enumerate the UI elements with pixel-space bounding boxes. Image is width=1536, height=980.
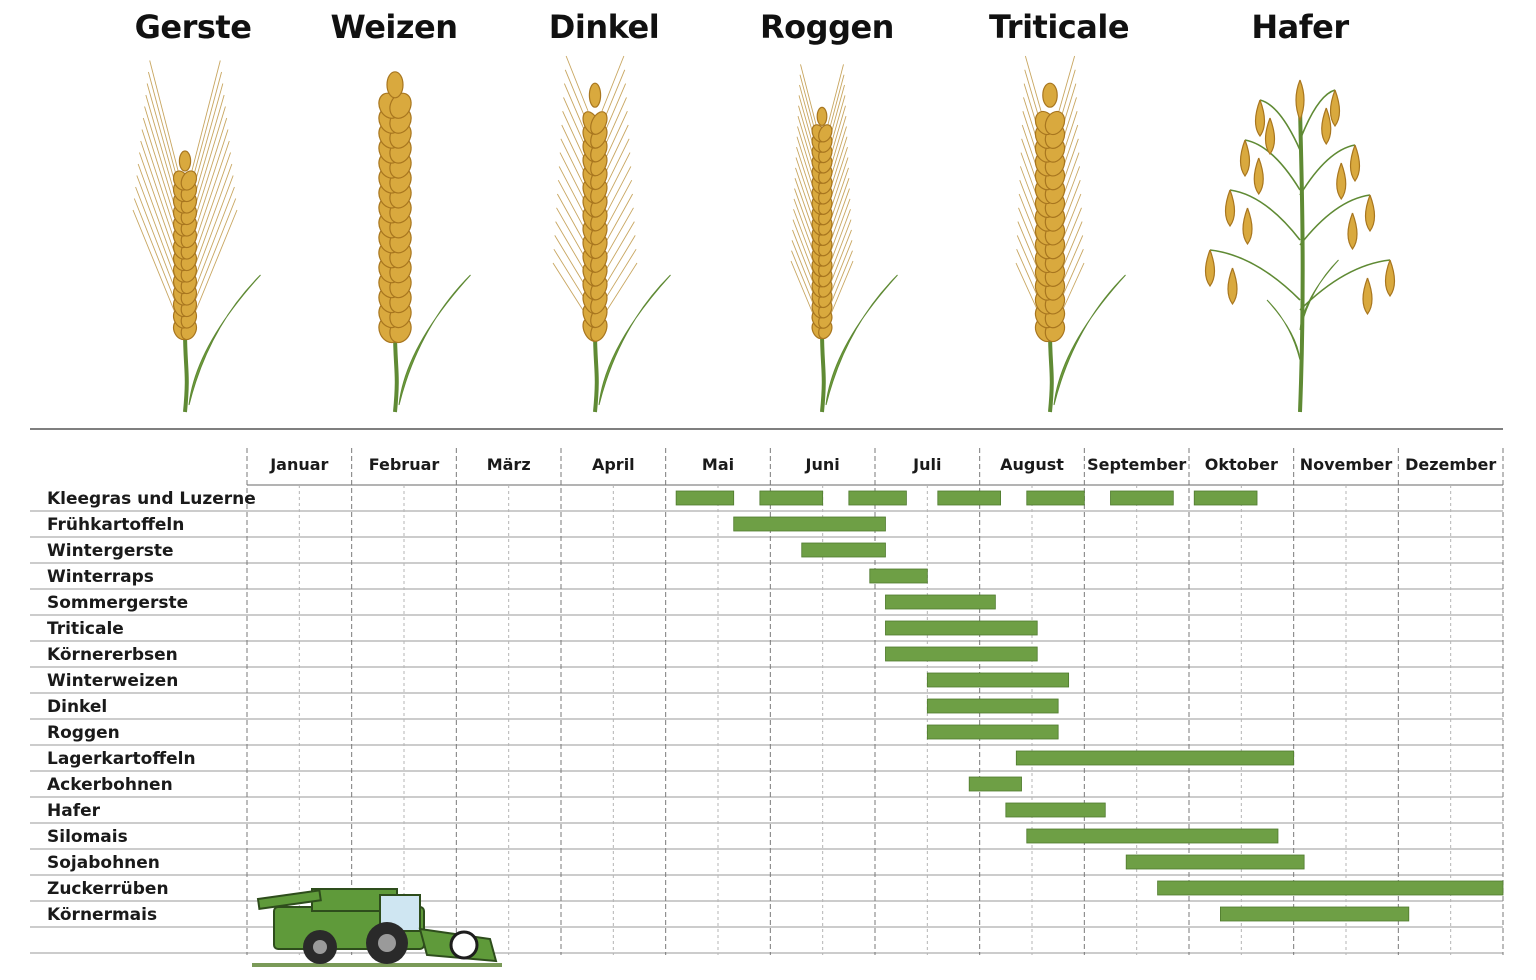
- harvest-bar: [926, 724, 1059, 740]
- cereal-title-roggen: Roggen: [760, 8, 894, 46]
- month-gridlines: [246, 448, 1504, 955]
- cereal-illustration-wheat: [378, 71, 471, 413]
- month-label: Januar: [269, 455, 328, 474]
- crop-label: Winterweizen: [47, 671, 178, 691]
- harvest-bar: [937, 490, 1001, 506]
- month-label: April: [592, 455, 635, 474]
- harvest-bar: [869, 568, 928, 584]
- month-label: Dezember: [1405, 455, 1496, 474]
- crop-label: Lagerkartoffeln: [47, 749, 196, 769]
- crop-label: Frühkartoffeln: [47, 515, 184, 535]
- crop-label: Hafer: [47, 801, 101, 821]
- crop-label: Ackerbohnen: [47, 775, 173, 795]
- harvest-bar: [885, 594, 996, 610]
- harvest-bar: [1015, 750, 1295, 766]
- crop-label: Roggen: [47, 723, 120, 743]
- cereal-title-triticale: Triticale: [988, 8, 1130, 46]
- cereal-illustrations: [132, 55, 1396, 413]
- harvest-bar: [1220, 906, 1410, 922]
- rows: Kleegras und Luzerne Frühkartoffeln Winter…: [47, 489, 1504, 925]
- harvest-bar: [926, 698, 1059, 714]
- cereal-title-gerste: Gerste: [134, 8, 252, 46]
- cereal-illustration-triticale: [1015, 55, 1126, 413]
- crop-label: Kleegras und Luzerne: [47, 489, 256, 509]
- crop-label: Wintergerste: [47, 541, 174, 561]
- month-label: Oktober: [1205, 455, 1278, 474]
- cereal-illustration-oat: [1204, 79, 1396, 413]
- harvest-bar: [675, 490, 735, 506]
- combine-harvester-icon: [252, 888, 502, 967]
- cereal-title-weizen: Weizen: [330, 8, 458, 46]
- crop-label: Silomais: [47, 827, 128, 847]
- harvest-bar: [1157, 880, 1504, 896]
- crop-label: Zuckerrüben: [47, 879, 169, 899]
- cereal-title-dinkel: Dinkel: [548, 8, 660, 46]
- crop-label: Körnermais: [47, 905, 157, 925]
- cereal-title-hafer: Hafer: [1251, 8, 1349, 46]
- month-label: Mai: [702, 455, 734, 474]
- harvest-bar: [733, 516, 886, 532]
- month-labels: Januar Februar März April Mai Juni Juli August S…: [269, 455, 1496, 474]
- harvest-bar: [1005, 802, 1106, 818]
- crop-label: Sommergerste: [47, 593, 188, 613]
- crop-label: Dinkel: [47, 697, 107, 717]
- harvest-bar: [1193, 490, 1258, 506]
- month-label: März: [487, 455, 531, 474]
- crop-label: Triticale: [47, 619, 124, 639]
- month-label: Juli: [912, 455, 941, 474]
- month-label: August: [1000, 455, 1064, 474]
- month-label: Februar: [369, 455, 440, 474]
- harvest-bar: [1026, 490, 1085, 506]
- month-label: September: [1087, 455, 1186, 474]
- cereal-illustration-rye: [790, 64, 898, 413]
- cereal-illustration-barley: [132, 60, 261, 413]
- harvest-bar: [885, 620, 1038, 636]
- harvest-bar: [1125, 854, 1305, 870]
- harvest-bar: [885, 646, 1038, 662]
- harvest-bar: [1110, 490, 1174, 506]
- cereal-illustration-spelt: [552, 55, 671, 413]
- crop-label: Sojabohnen: [47, 853, 160, 873]
- crop-label: Körnererbsen: [47, 645, 178, 665]
- harvest-bar: [801, 542, 886, 558]
- harvest-bar: [926, 672, 1070, 688]
- crop-label: Winterraps: [47, 567, 154, 587]
- harvest-bar: [848, 490, 907, 506]
- harvest-bar: [759, 490, 824, 506]
- harvest-bar: [968, 776, 1022, 792]
- harvest-bar: [1026, 828, 1279, 844]
- month-label: Juni: [805, 455, 840, 474]
- month-label: November: [1300, 455, 1393, 474]
